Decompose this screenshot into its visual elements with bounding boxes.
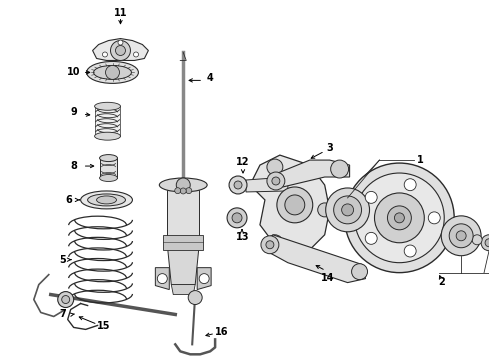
Text: 5: 5 xyxy=(59,255,66,265)
Circle shape xyxy=(456,231,466,241)
Circle shape xyxy=(227,208,247,228)
Circle shape xyxy=(111,41,130,60)
Circle shape xyxy=(102,52,107,57)
Text: 1: 1 xyxy=(417,155,424,165)
Polygon shape xyxy=(273,160,349,187)
Circle shape xyxy=(234,181,242,189)
FancyBboxPatch shape xyxy=(99,158,118,178)
Text: 14: 14 xyxy=(321,273,335,283)
Circle shape xyxy=(374,193,424,243)
Ellipse shape xyxy=(97,196,117,204)
Ellipse shape xyxy=(88,194,125,206)
Circle shape xyxy=(394,213,404,223)
Polygon shape xyxy=(266,235,366,283)
Circle shape xyxy=(186,188,192,194)
Ellipse shape xyxy=(159,178,207,192)
Ellipse shape xyxy=(81,191,132,209)
Circle shape xyxy=(326,188,369,232)
Circle shape xyxy=(180,188,186,194)
Circle shape xyxy=(388,206,412,230)
Ellipse shape xyxy=(94,66,131,80)
Circle shape xyxy=(428,212,440,224)
Circle shape xyxy=(441,216,481,256)
Polygon shape xyxy=(155,268,169,289)
Ellipse shape xyxy=(95,102,121,110)
Circle shape xyxy=(318,203,332,217)
Circle shape xyxy=(118,40,123,45)
Text: 7: 7 xyxy=(59,310,66,319)
Circle shape xyxy=(116,45,125,55)
Ellipse shape xyxy=(99,175,118,181)
Circle shape xyxy=(272,177,280,185)
Circle shape xyxy=(188,291,202,305)
Text: 10: 10 xyxy=(67,67,80,77)
Polygon shape xyxy=(93,39,148,60)
Circle shape xyxy=(267,172,285,190)
Circle shape xyxy=(277,187,313,223)
Text: 11: 11 xyxy=(114,8,127,18)
Circle shape xyxy=(105,66,120,80)
Text: 8: 8 xyxy=(70,161,77,171)
Circle shape xyxy=(485,239,490,247)
Circle shape xyxy=(267,159,283,175)
Text: 13: 13 xyxy=(236,232,250,242)
Circle shape xyxy=(365,232,377,244)
Circle shape xyxy=(404,179,416,191)
Circle shape xyxy=(199,274,209,284)
Polygon shape xyxy=(167,245,199,285)
Circle shape xyxy=(157,274,167,284)
Circle shape xyxy=(334,196,362,224)
Text: 12: 12 xyxy=(236,157,250,167)
Text: 3: 3 xyxy=(326,143,333,153)
FancyBboxPatch shape xyxy=(95,106,121,136)
Circle shape xyxy=(342,204,354,216)
Text: 6: 6 xyxy=(65,195,72,205)
Polygon shape xyxy=(197,268,211,289)
Circle shape xyxy=(267,235,283,251)
Polygon shape xyxy=(250,155,330,255)
Text: 15: 15 xyxy=(97,321,110,332)
Polygon shape xyxy=(163,235,203,250)
Circle shape xyxy=(232,213,242,223)
Circle shape xyxy=(481,235,490,251)
Circle shape xyxy=(472,235,482,245)
Circle shape xyxy=(404,245,416,257)
Circle shape xyxy=(266,241,274,249)
Circle shape xyxy=(261,236,279,254)
Ellipse shape xyxy=(99,154,118,162)
Circle shape xyxy=(331,160,348,178)
Circle shape xyxy=(133,52,139,57)
Circle shape xyxy=(355,173,444,263)
Text: 16: 16 xyxy=(215,327,229,337)
Circle shape xyxy=(62,296,70,303)
Ellipse shape xyxy=(95,132,121,140)
Text: 2: 2 xyxy=(438,276,444,287)
Circle shape xyxy=(229,176,247,194)
Circle shape xyxy=(58,292,74,307)
Circle shape xyxy=(365,192,377,203)
Circle shape xyxy=(175,188,181,194)
Text: 9: 9 xyxy=(70,107,77,117)
Ellipse shape xyxy=(87,62,138,84)
Polygon shape xyxy=(246,177,288,192)
Circle shape xyxy=(352,264,368,280)
Polygon shape xyxy=(172,285,195,294)
Text: 4: 4 xyxy=(207,73,214,84)
Circle shape xyxy=(344,163,454,273)
Circle shape xyxy=(449,224,473,248)
Circle shape xyxy=(285,195,305,215)
Polygon shape xyxy=(167,190,199,245)
Circle shape xyxy=(176,178,190,192)
